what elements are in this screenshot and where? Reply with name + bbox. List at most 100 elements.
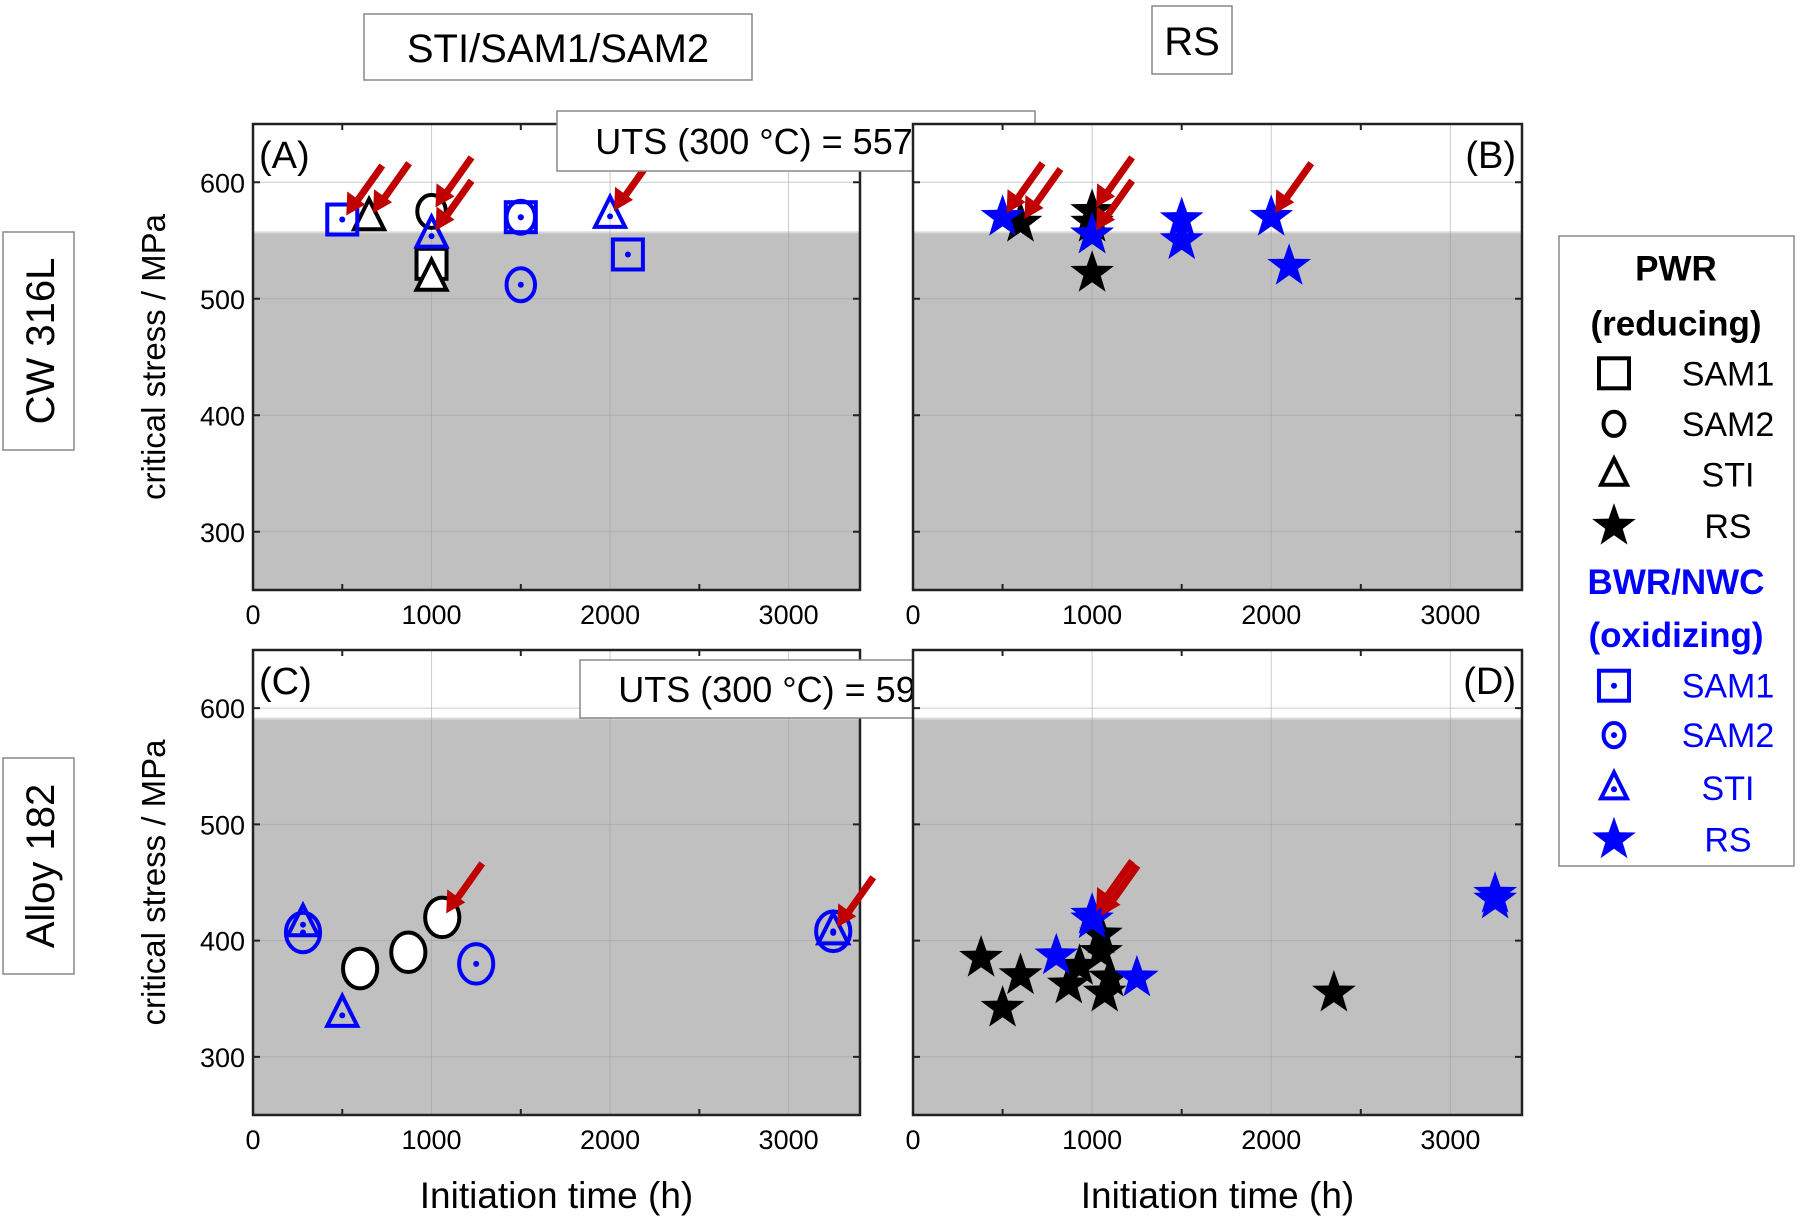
- x-tick-label: 0: [245, 600, 260, 630]
- legend: PWR (reducing) SAM1 SAM2 STI RS BWR/NWC (oxidiz…: [1558, 235, 1795, 867]
- legend-group-subtitle: (reducing): [1590, 305, 1761, 344]
- arrow-shaft: [1281, 161, 1315, 204]
- arrow-shaft: [1102, 155, 1135, 198]
- y-tick-label: 400: [200, 927, 245, 957]
- center-dot: [339, 1012, 346, 1019]
- star-marker: [1592, 816, 1636, 859]
- data-point-bwr-star: [1070, 896, 1114, 939]
- data-point-bwr-star: [1115, 954, 1159, 997]
- row-title-bottom: Alloy 182: [2, 757, 75, 975]
- data-point-pwr-star: [1079, 929, 1123, 971]
- star-marker: [1070, 250, 1114, 292]
- y-tick-label: 300: [200, 518, 245, 548]
- y-tick-label: 600: [200, 694, 245, 724]
- x-tick-label: 2000: [580, 1125, 640, 1155]
- arrow-shaft: [1012, 161, 1046, 204]
- star-marker: [980, 194, 1025, 236]
- x-tick-label: 2000: [580, 600, 640, 630]
- triangle-marker: [814, 908, 852, 946]
- star-marker: [1115, 954, 1159, 997]
- legend-item-label: RS: [1704, 508, 1751, 546]
- data-point-pwr-star: [1070, 250, 1114, 292]
- panel-label: (B): [1465, 135, 1516, 177]
- y-tick-label: 400: [200, 401, 245, 431]
- center-dot: [428, 233, 435, 240]
- star-marker: [1034, 932, 1079, 975]
- arrow-annotation: [435, 155, 475, 208]
- data-point-bwr-star: [1159, 217, 1204, 260]
- arrow-annotation: [346, 163, 386, 216]
- star-marker: [1592, 503, 1636, 545]
- arrow-shaft: [1102, 178, 1135, 221]
- data-point-pwr-circle: [389, 930, 428, 975]
- legend-marker-star: [1592, 816, 1636, 859]
- star-marker: [998, 952, 1043, 995]
- data-point-pwr-star: [998, 200, 1043, 242]
- center-dot: [473, 960, 480, 967]
- center-dot: [830, 929, 837, 936]
- panel-label: (A): [259, 135, 310, 177]
- row-title-top: CW 316L: [2, 231, 75, 451]
- legend-item-label: STI: [1702, 770, 1755, 808]
- circle-marker: [504, 198, 538, 236]
- panel-label: (D): [1463, 661, 1516, 703]
- arrow-shaft: [352, 163, 386, 206]
- y-tick-label: 300: [200, 1043, 245, 1073]
- arrow-head: [346, 191, 366, 216]
- data-point-pwr-triangle: [350, 194, 388, 232]
- star-marker: [1082, 970, 1127, 1012]
- star-marker: [1473, 877, 1517, 919]
- circle-marker: [1601, 409, 1627, 438]
- star-marker: [1159, 217, 1204, 260]
- star-marker: [1079, 929, 1123, 971]
- arrow-shaft: [1107, 863, 1141, 906]
- arrow-shaft: [379, 161, 412, 204]
- x-tick-label: 1000: [1062, 1125, 1122, 1155]
- row-title-text: Alloy 182: [19, 784, 63, 949]
- panel-a: 0 1000 2000 3000 300 400 500 600 (A) critical str…: [135, 122, 862, 630]
- x-tick-label: 1000: [401, 1125, 461, 1155]
- data-point-pwr-circle: [341, 946, 380, 991]
- data-point-pwr-star: [1312, 970, 1356, 1012]
- circle-marker: [389, 930, 428, 975]
- column-title-text: STI/SAM1/SAM2: [407, 27, 709, 71]
- legend-item-label: SAM2: [1682, 717, 1775, 755]
- star-marker: [1070, 211, 1114, 254]
- data-point-pwr-star: [1088, 954, 1132, 997]
- triangle-marker: [1597, 767, 1631, 801]
- x-tick-label: 3000: [759, 600, 819, 630]
- data-point-bwr-circle: [504, 266, 538, 304]
- x-tick-label: 2000: [1241, 600, 1301, 630]
- center-dot: [1611, 786, 1617, 793]
- legend-marker-square: [1597, 668, 1631, 703]
- circle-marker: [457, 942, 496, 986]
- legend-item-label: STI: [1702, 456, 1755, 494]
- star-marker: [1070, 896, 1114, 939]
- star-marker: [1312, 970, 1356, 1012]
- arrow-head: [446, 889, 466, 914]
- below-uts-region: [253, 232, 860, 590]
- x-axis-label: Initiation time (h): [420, 1175, 694, 1216]
- data-point-bwr-circle: [504, 198, 538, 236]
- star-marker: [1088, 954, 1132, 997]
- legend-marker-square: [1597, 356, 1631, 391]
- y-tick-label: 600: [200, 168, 245, 198]
- x-tick-label: 3000: [759, 1125, 819, 1155]
- panel-d: 0 1000 2000 3000 (D) Initiation time (h): [905, 648, 1524, 1216]
- legend-item-label: SAM1: [1682, 668, 1775, 706]
- arrow-head: [373, 189, 393, 214]
- column-title-right: RS: [1151, 5, 1233, 75]
- arrow-head: [837, 903, 857, 928]
- center-dot: [517, 281, 524, 288]
- y-axis-label: critical stress / MPa: [135, 739, 172, 1026]
- legend-marker-circle: [1601, 721, 1627, 750]
- below-uts-region: [913, 718, 1522, 1115]
- triangle-marker: [591, 192, 629, 229]
- arrow-annotation: [1275, 161, 1315, 214]
- data-point-pwr-star: [998, 952, 1043, 995]
- legend-marker-star: [1592, 503, 1636, 545]
- arrow-head: [1275, 189, 1295, 214]
- center-dot: [339, 216, 346, 223]
- arrow-shaft: [843, 875, 877, 918]
- arrow-annotation: [446, 861, 486, 914]
